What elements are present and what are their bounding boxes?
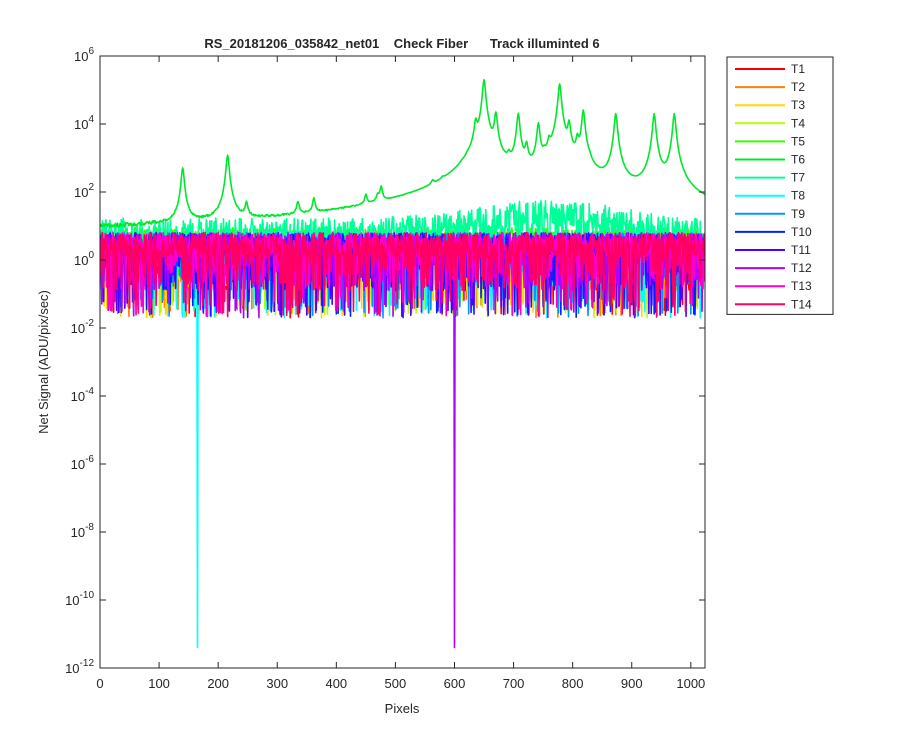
- y-tick-label: 10-6: [71, 454, 95, 472]
- y-tick-label: 10-10: [65, 590, 94, 608]
- y-tick-label: 10-8: [71, 522, 95, 540]
- legend-label-t8: T8: [791, 189, 805, 203]
- series-line-t14: [100, 231, 705, 318]
- axes-layer: 0 100 200 300 400 500 600 700 800 900 1000 10-12 10-…: [65, 46, 705, 691]
- legend-label-t12: T12: [791, 261, 812, 275]
- x-tick-label: 200: [207, 676, 229, 691]
- legend-label-t5: T5: [791, 134, 805, 148]
- y-tick-label: 100: [74, 250, 94, 268]
- y-tick-label: 10-4: [71, 386, 95, 404]
- series-line-t6: [100, 78, 705, 229]
- x-axis-label: Pixels: [385, 701, 420, 716]
- series-line-t7: [100, 199, 705, 278]
- y-tick-label: 10-2: [71, 318, 95, 336]
- y-axis-label: Net Signal (ADU/pix/sec): [36, 290, 51, 434]
- x-tick-label: 100: [148, 676, 170, 691]
- legend-label-t9: T9: [791, 207, 805, 221]
- legend-label-t10: T10: [791, 225, 812, 239]
- x-tick-label: 0: [96, 676, 103, 691]
- legend-label-t13: T13: [791, 279, 812, 293]
- y-tick-label: 10-12: [65, 658, 94, 676]
- legend-label-t2: T2: [791, 80, 805, 94]
- x-tick-label: 600: [444, 676, 466, 691]
- x-tick-label: 1000: [676, 676, 705, 691]
- legend-label-t11: T11: [791, 243, 811, 257]
- legend-label-t4: T4: [791, 116, 805, 130]
- legend-label-t3: T3: [791, 98, 805, 112]
- x-tick-label: 300: [266, 676, 288, 691]
- chart-title: RS_20181206_035842_net01 Check Fiber Tra…: [204, 36, 599, 51]
- legend-label-t7: T7: [791, 171, 805, 185]
- legend-box: [726, 56, 834, 315]
- y-tick-label: 106: [74, 46, 94, 64]
- y-tick-label: 102: [74, 182, 94, 200]
- legend-label-t14: T14: [791, 297, 812, 311]
- x-tick-label: 900: [621, 676, 643, 691]
- legend-label-t6: T6: [791, 153, 805, 167]
- x-tick-label: 500: [385, 676, 407, 691]
- x-tick-label: 800: [562, 676, 584, 691]
- legend: T1 T2 T3 T4 T5 T6 T7 T8 T9 T10 T11 T12 T13 T14: [726, 56, 834, 315]
- x-tick-label: 400: [325, 676, 347, 691]
- legend-label-t1: T1: [791, 62, 805, 76]
- plot-frame: [99, 55, 706, 669]
- series-layer: [100, 78, 705, 649]
- x-tick-label: 700: [503, 676, 525, 691]
- y-tick-label: 104: [74, 114, 94, 132]
